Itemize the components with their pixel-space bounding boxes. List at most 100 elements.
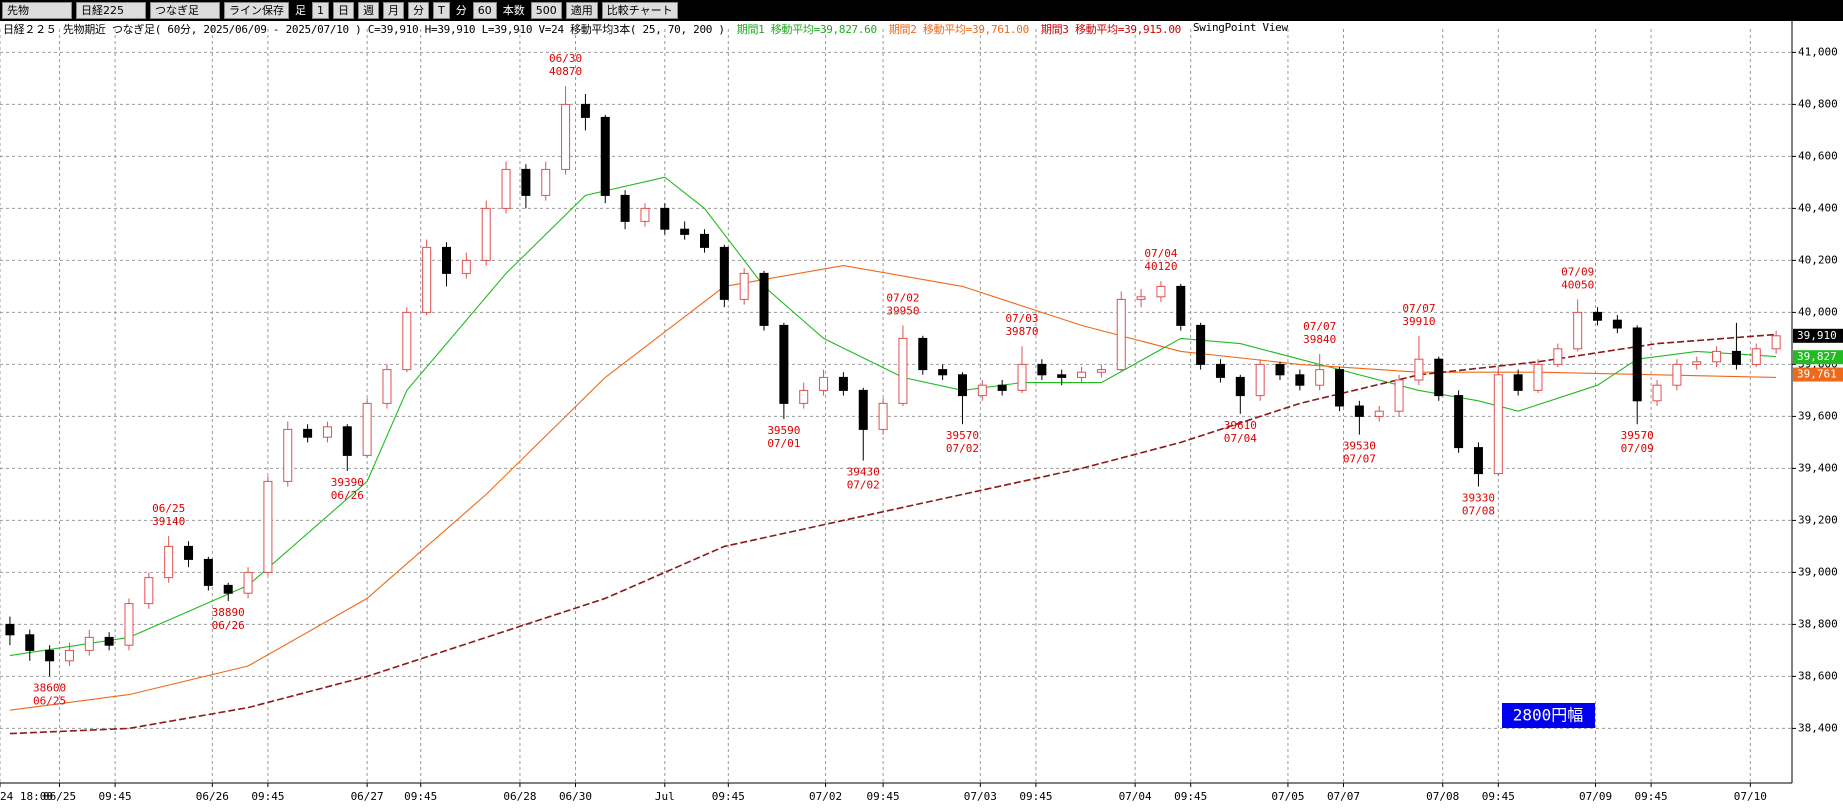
swing-label: 07/03: [1005, 312, 1038, 325]
swing-label: 07/07: [1303, 320, 1336, 333]
swing-label: 39430: [847, 466, 880, 479]
candle-body: [1751, 348, 1761, 365]
candle-body: [1632, 327, 1642, 402]
candle-body: [1335, 369, 1345, 407]
y-tick-label: 40,400: [1798, 201, 1838, 214]
candle-body: [223, 584, 233, 594]
candle-body: [1057, 374, 1067, 378]
period-button[interactable]: 週: [358, 2, 379, 19]
info-line: 日経２２５ 先物期近 つなぎ足( 60分, 2025/06/09 - 2025/…: [3, 21, 1288, 37]
candle-body: [799, 389, 809, 404]
x-tick-label: Jul: [655, 790, 675, 803]
swing-label: 06/26: [212, 619, 245, 632]
swing-label: 40050: [1561, 278, 1594, 291]
candle-body: [1374, 410, 1384, 417]
x-tick-label: 09:45: [867, 790, 900, 803]
candle-body: [858, 389, 868, 430]
candle-body: [263, 480, 273, 573]
count-label: 本数: [502, 4, 525, 17]
moving-average-line: [9, 333, 1777, 735]
candle-body: [322, 426, 332, 438]
candle-body: [1176, 285, 1186, 326]
candle-body: [600, 116, 610, 196]
price-tag: [1793, 367, 1843, 382]
swing-label: 07/09: [1561, 265, 1594, 278]
swing-label: 39590: [767, 424, 800, 437]
y-tick-label: 39,600: [1798, 409, 1838, 422]
candle-body: [283, 428, 293, 482]
candle-body: [25, 634, 35, 651]
toolbar: 先物 日経225 つなぎ足 ライン保存 足 1 日 週 月 分 T 分 60 本…: [0, 0, 1843, 21]
x-tick-label: 09:45: [1019, 790, 1052, 803]
ashi-label: 足: [295, 4, 306, 17]
candle-body: [898, 337, 908, 404]
candle-body: [1354, 405, 1364, 417]
period-button[interactable]: 分: [408, 2, 429, 19]
candle-body: [739, 272, 749, 300]
x-tick-label: 09:45: [251, 790, 284, 803]
candle-body: [620, 194, 630, 222]
bar-type-select[interactable]: つなぎ足: [150, 2, 220, 19]
x-tick-label: 06/26: [196, 790, 229, 803]
candle-body: [442, 246, 452, 274]
candle-body: [1692, 361, 1702, 365]
annotation: 2800円幅: [1513, 706, 1584, 725]
swing-label: 39910: [1402, 315, 1435, 328]
candle-body: [1493, 374, 1503, 475]
period-button[interactable]: T: [433, 2, 450, 19]
y-tick-label: 38,800: [1798, 617, 1838, 630]
candle-body: [719, 246, 729, 300]
candle-body: [997, 384, 1007, 391]
step-input[interactable]: 1: [312, 2, 329, 19]
y-tick-label: 39,400: [1798, 461, 1838, 474]
candle-body: [521, 168, 531, 196]
candle-body: [84, 636, 94, 651]
swing-label: 07/02: [847, 479, 880, 492]
annotation-box: [1502, 703, 1595, 728]
x-tick-label: 24 18:00: [0, 790, 53, 803]
candle-body: [1136, 296, 1146, 300]
candle-body: [481, 207, 491, 261]
y-tick-label: 40,600: [1798, 149, 1838, 162]
x-tick-label: 07/03: [964, 790, 997, 803]
swing-label: 39140: [152, 515, 185, 528]
x-tick-label: 07/04: [1119, 790, 1152, 803]
y-tick-label: 40,200: [1798, 253, 1838, 266]
candle-body: [164, 545, 174, 579]
swing-label: 39840: [1303, 333, 1336, 346]
candle-body: [680, 228, 690, 235]
compare-button[interactable]: 比較チャート: [601, 2, 678, 19]
candle-body: [957, 374, 967, 397]
x-tick-label: 07/02: [809, 790, 842, 803]
x-tick-label: 09:45: [712, 790, 745, 803]
candle-body: [1731, 350, 1741, 365]
candle-body: [759, 272, 769, 326]
period-button[interactable]: 月: [383, 2, 404, 19]
save-line-button[interactable]: ライン保存: [224, 2, 289, 19]
candle-body: [1652, 384, 1662, 402]
swing-label: 39530: [1343, 440, 1376, 453]
candle-body: [402, 311, 412, 371]
x-tick-label: 09:45: [1635, 790, 1668, 803]
candle-body: [1275, 363, 1285, 376]
swing-label: 07/02: [946, 442, 979, 455]
candle-body: [640, 207, 650, 222]
period-button[interactable]: 日: [333, 2, 354, 19]
unit-label: 分: [455, 4, 467, 17]
candle-body: [1215, 363, 1225, 378]
count-input[interactable]: 500: [530, 2, 562, 19]
candle-body: [541, 168, 551, 196]
price-tag-label: 39,910: [1797, 329, 1837, 342]
info-ma2: 期間2 移動平均=39,761.00: [888, 23, 1029, 36]
candle-body: [5, 623, 15, 636]
swing-label: 06/26: [331, 489, 364, 502]
market-select[interactable]: 先物: [2, 2, 72, 19]
candle-body: [699, 233, 709, 248]
x-tick-label: 07/07: [1327, 790, 1360, 803]
candle-body: [342, 426, 352, 456]
index-select[interactable]: 日経225: [76, 2, 146, 19]
x-tick-label: 09:45: [1174, 790, 1207, 803]
candle-body: [1771, 335, 1781, 350]
apply-button[interactable]: 適用: [565, 2, 598, 19]
interval-input[interactable]: 60: [472, 2, 497, 19]
